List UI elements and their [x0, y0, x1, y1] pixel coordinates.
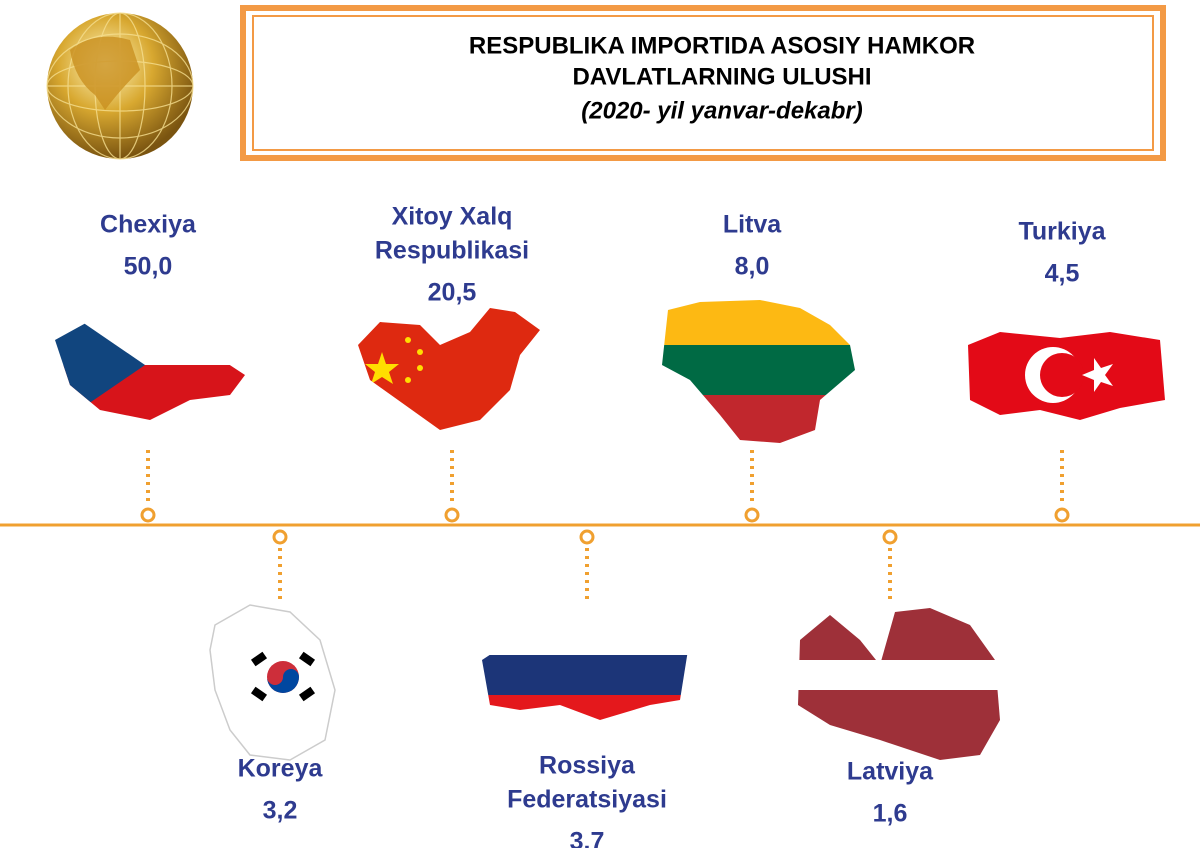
country-name: Federatsiyasi	[507, 786, 667, 814]
country-value: 4,5	[1045, 260, 1080, 288]
subtitle: (2020- yil yanvar-dekabr)	[581, 97, 862, 124]
country-name: Turkiya	[1018, 218, 1106, 246]
timeline-node	[140, 507, 156, 523]
timeline-node	[444, 507, 460, 523]
country-value: 20,5	[428, 279, 477, 307]
title-box-inner	[252, 15, 1154, 151]
country-name: Respublikasi	[375, 237, 529, 265]
country-name: Chexiya	[100, 211, 197, 239]
flag-korea	[209, 604, 336, 761]
country-value: 1,6	[873, 800, 908, 828]
country-value: 3,2	[263, 797, 298, 825]
flag-lithuania	[662, 300, 855, 443]
country-name: Litva	[723, 211, 782, 239]
title-line: DAVLATLARNING ULUSHI	[572, 63, 871, 90]
timeline-node	[744, 507, 760, 523]
globe	[46, 12, 194, 160]
flag-czech	[55, 318, 245, 420]
flag-turkey	[968, 332, 1165, 420]
flag-china	[358, 308, 540, 430]
timeline-node	[1054, 507, 1070, 523]
country-name: Latviya	[847, 758, 934, 786]
title-box	[240, 5, 1166, 161]
country-value: 50,0	[124, 253, 173, 281]
country-name: Koreya	[238, 755, 324, 783]
flag-latvia	[798, 608, 1000, 760]
timeline-node	[579, 529, 595, 545]
flag-russia	[482, 615, 688, 720]
title-line: RESPUBLIKA IMPORTIDA ASOSIY HAMKOR	[469, 32, 975, 59]
timeline-node	[272, 529, 288, 545]
country-value: 3.7	[570, 828, 605, 848]
country-name: Rossiya	[539, 752, 636, 780]
timeline-node	[882, 529, 898, 545]
country-name: Xitoy Xalq	[392, 203, 513, 231]
country-value: 8,0	[735, 253, 770, 281]
